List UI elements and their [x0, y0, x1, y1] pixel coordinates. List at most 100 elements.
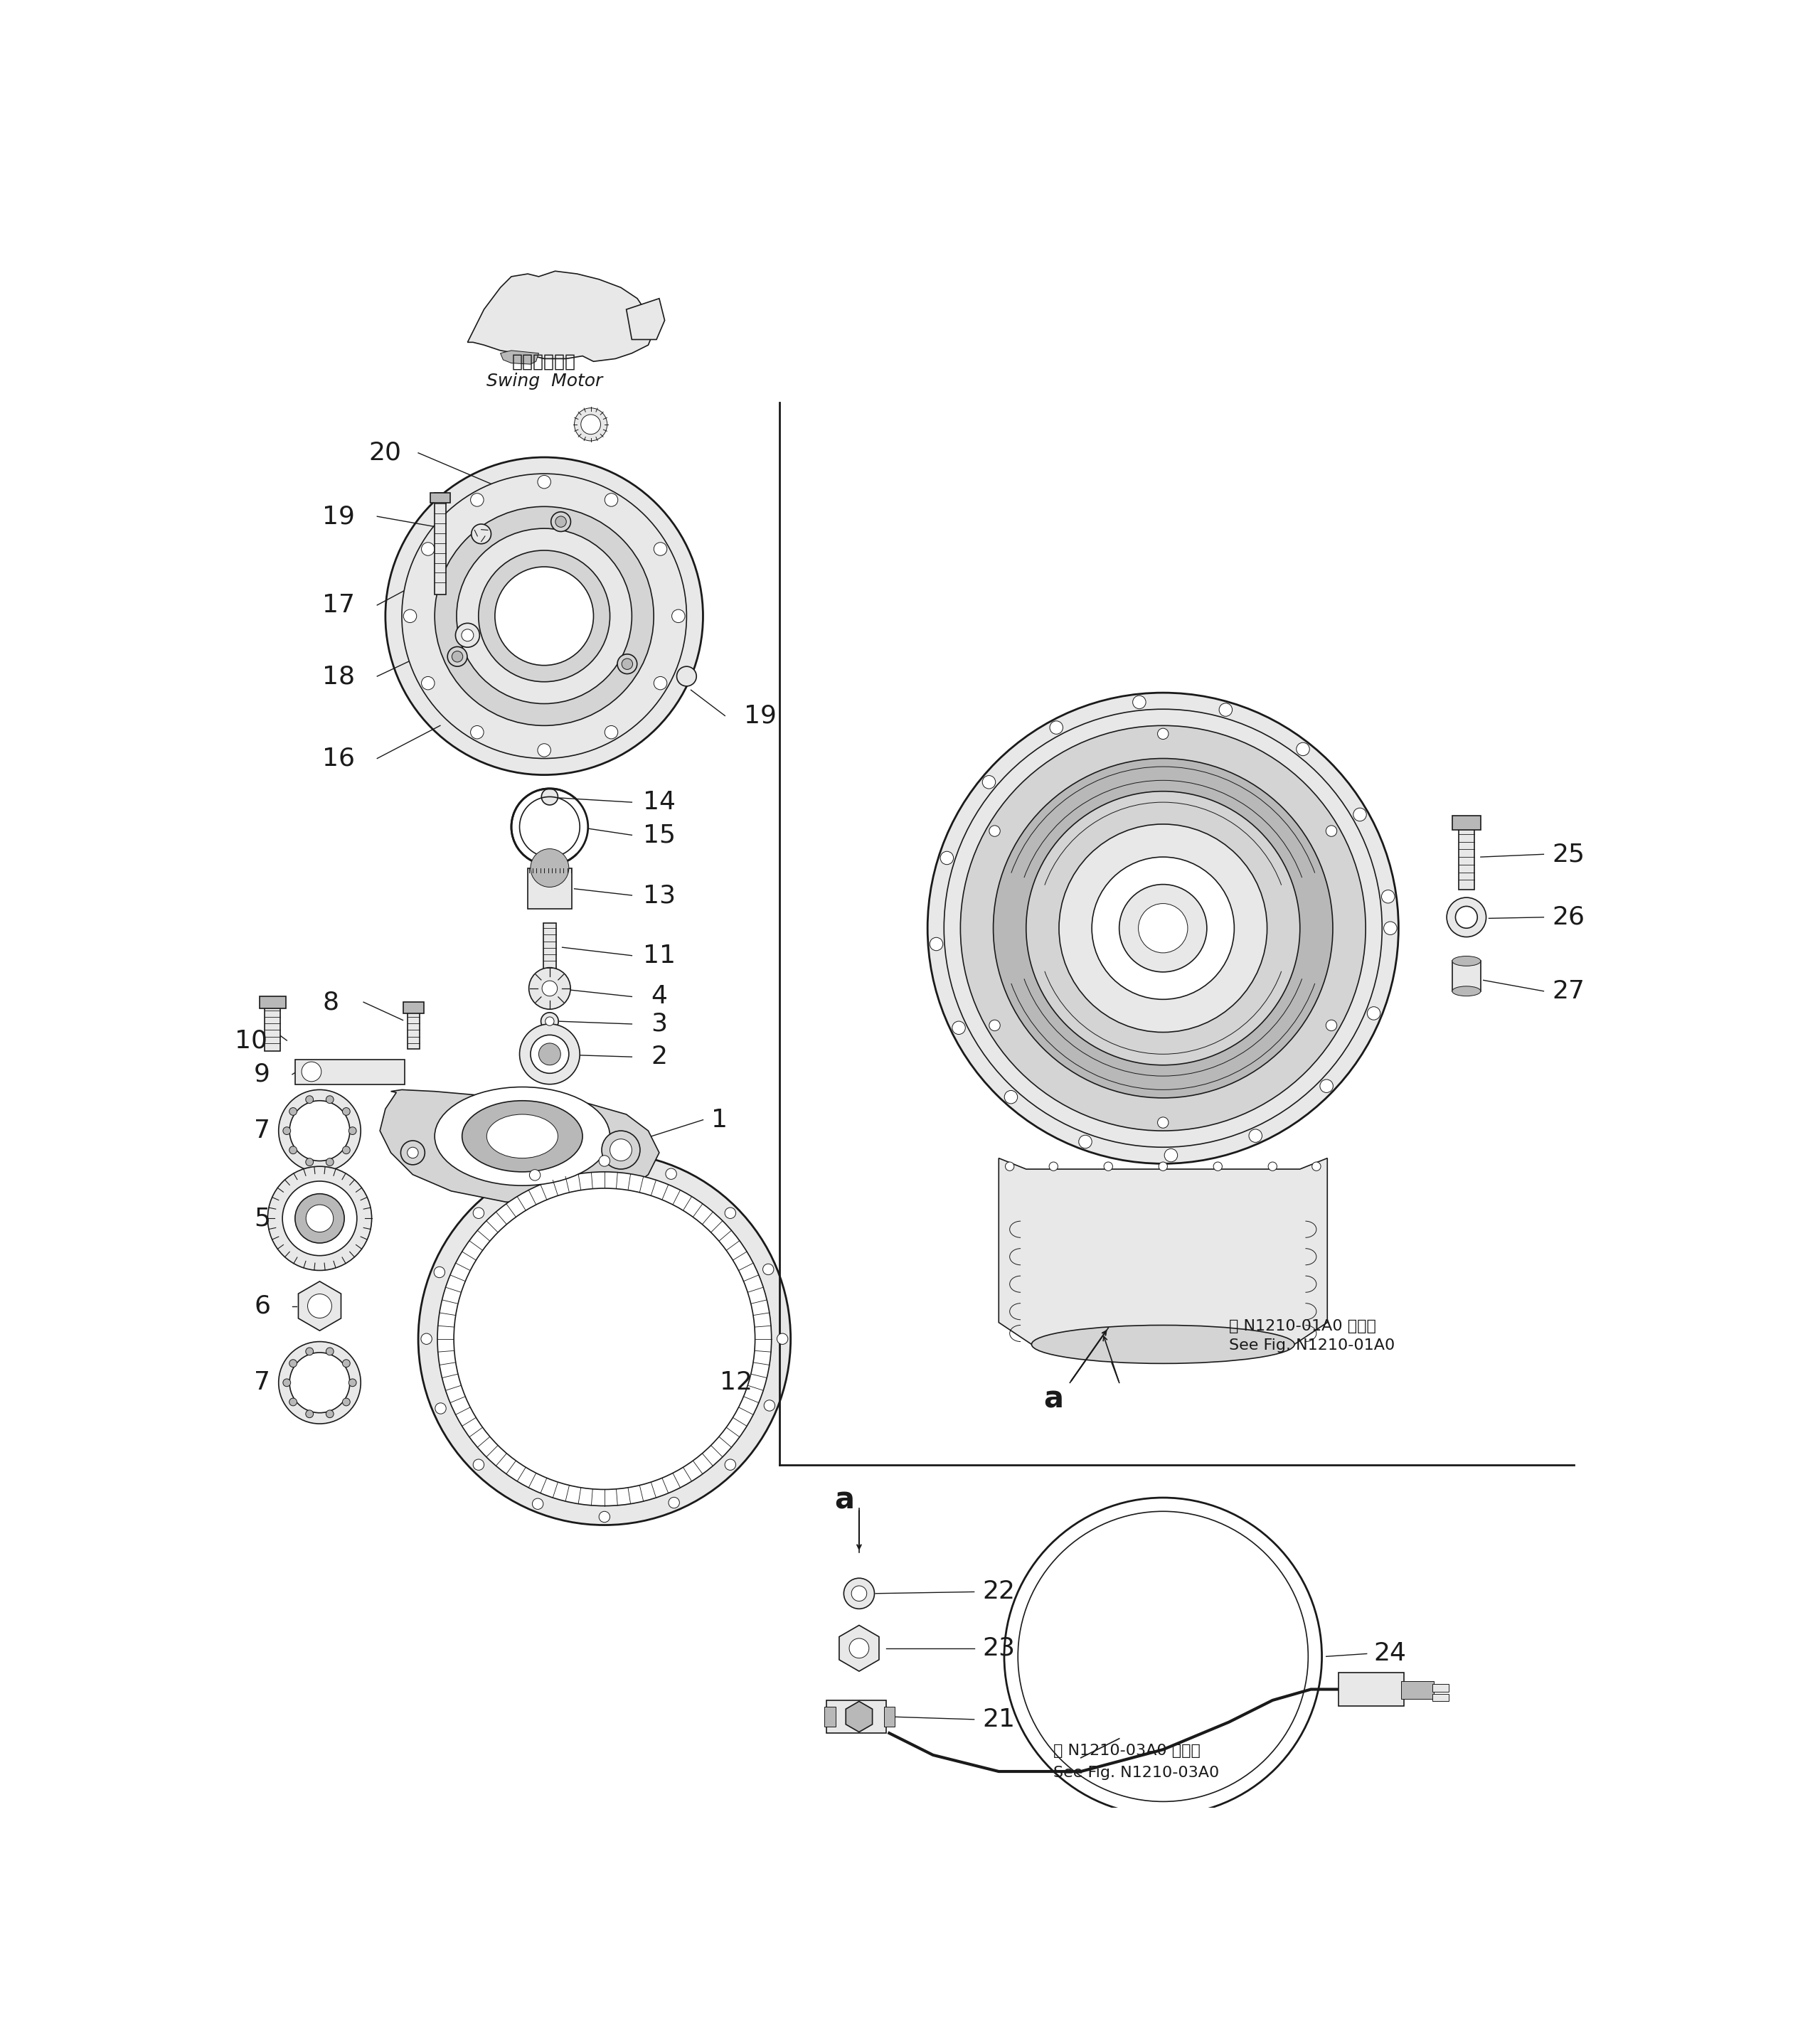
Circle shape	[610, 1139, 632, 1162]
Circle shape	[1079, 1135, 1092, 1148]
Circle shape	[1219, 703, 1232, 717]
Circle shape	[289, 1359, 297, 1367]
Circle shape	[289, 1145, 297, 1154]
Text: See Fig. N1210-01A0: See Fig. N1210-01A0	[1228, 1338, 1394, 1353]
Circle shape	[326, 1410, 333, 1418]
Bar	[266, 999, 280, 1052]
Text: 19: 19	[744, 703, 777, 727]
Circle shape	[1132, 697, 1147, 709]
Circle shape	[1327, 1020, 1338, 1032]
Circle shape	[326, 1095, 333, 1103]
Circle shape	[289, 1101, 349, 1162]
Circle shape	[599, 1156, 610, 1166]
Circle shape	[945, 709, 1381, 1148]
Ellipse shape	[462, 1101, 582, 1172]
Polygon shape	[839, 1625, 879, 1672]
Circle shape	[677, 666, 697, 686]
Circle shape	[1158, 729, 1168, 739]
Circle shape	[994, 758, 1332, 1099]
Circle shape	[1456, 906, 1478, 928]
Circle shape	[777, 1334, 788, 1345]
Circle shape	[952, 1022, 965, 1034]
Circle shape	[539, 1044, 561, 1064]
Circle shape	[961, 725, 1365, 1131]
Circle shape	[342, 1107, 349, 1115]
Circle shape	[308, 1294, 331, 1318]
Circle shape	[530, 1170, 541, 1180]
Circle shape	[1447, 898, 1487, 936]
Bar	[430, 494, 450, 504]
Bar	[1452, 816, 1481, 829]
Circle shape	[302, 1062, 322, 1080]
Text: 22: 22	[983, 1580, 1016, 1604]
Circle shape	[404, 609, 417, 624]
Circle shape	[1048, 1162, 1057, 1170]
Circle shape	[342, 1397, 349, 1405]
Circle shape	[419, 1154, 790, 1525]
Text: 26: 26	[1552, 906, 1585, 930]
Circle shape	[581, 414, 601, 435]
Text: 4: 4	[652, 985, 668, 1009]
Circle shape	[402, 473, 686, 758]
Circle shape	[604, 494, 617, 506]
Polygon shape	[380, 1091, 659, 1202]
Circle shape	[453, 1188, 755, 1489]
Circle shape	[1092, 857, 1234, 999]
Bar	[1460, 818, 1474, 890]
Text: 23: 23	[983, 1637, 1016, 1659]
Circle shape	[530, 967, 570, 1009]
Circle shape	[295, 1194, 344, 1243]
Bar	[408, 1005, 419, 1048]
Circle shape	[928, 693, 1398, 1164]
Circle shape	[990, 1020, 1001, 1032]
Ellipse shape	[1452, 987, 1481, 995]
Text: 第 N1210-01A0 図参照: 第 N1210-01A0 図参照	[1228, 1320, 1376, 1334]
Circle shape	[473, 1458, 484, 1470]
Circle shape	[763, 1263, 774, 1275]
Text: 9: 9	[255, 1062, 271, 1087]
Ellipse shape	[1032, 1324, 1294, 1363]
Text: 19: 19	[322, 504, 355, 528]
Circle shape	[471, 494, 484, 506]
Polygon shape	[298, 1282, 340, 1330]
Bar	[402, 1001, 424, 1013]
Circle shape	[326, 1158, 333, 1166]
Circle shape	[1059, 825, 1267, 1032]
Bar	[824, 1706, 835, 1726]
Bar	[528, 867, 571, 910]
Polygon shape	[999, 1158, 1327, 1345]
Circle shape	[575, 408, 608, 441]
Text: 2: 2	[652, 1044, 668, 1068]
Text: a: a	[834, 1485, 854, 1515]
Circle shape	[531, 1499, 542, 1509]
Circle shape	[542, 788, 559, 804]
Circle shape	[724, 1458, 735, 1470]
Bar	[295, 1060, 404, 1085]
Circle shape	[1367, 1007, 1380, 1020]
Circle shape	[983, 776, 996, 788]
Ellipse shape	[1452, 957, 1481, 967]
Circle shape	[1296, 743, 1310, 756]
Circle shape	[546, 1018, 553, 1026]
Ellipse shape	[486, 1115, 559, 1158]
Circle shape	[1214, 1162, 1223, 1170]
Polygon shape	[468, 270, 653, 362]
Circle shape	[1105, 1162, 1112, 1170]
Circle shape	[479, 550, 610, 682]
Circle shape	[400, 1141, 424, 1164]
Circle shape	[1320, 1078, 1332, 1093]
Circle shape	[349, 1127, 357, 1135]
Text: 3: 3	[652, 1011, 668, 1036]
Circle shape	[342, 1145, 349, 1154]
Circle shape	[278, 1342, 360, 1424]
Circle shape	[462, 630, 473, 642]
Circle shape	[1381, 890, 1394, 904]
Circle shape	[653, 542, 666, 556]
Circle shape	[1119, 883, 1207, 973]
Circle shape	[672, 609, 684, 624]
Text: 10: 10	[235, 1028, 268, 1052]
Circle shape	[1050, 721, 1063, 733]
Text: See Fig. N1210-03A0: See Fig. N1210-03A0	[1054, 1765, 1219, 1779]
Circle shape	[1165, 1150, 1178, 1162]
Bar	[885, 1706, 895, 1726]
